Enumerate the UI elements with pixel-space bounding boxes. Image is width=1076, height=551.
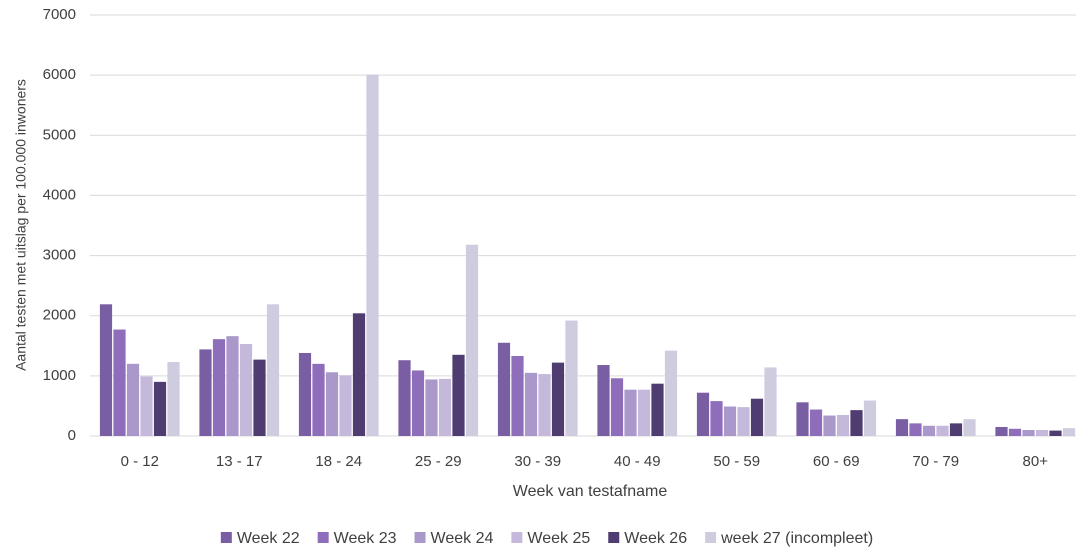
bar — [863, 400, 877, 436]
x-tick-label: 30 - 39 — [514, 453, 561, 470]
y-tick-label: 7000 — [43, 6, 76, 23]
legend-label: Week 25 — [527, 530, 590, 547]
bar — [452, 354, 465, 436]
bar — [909, 423, 922, 436]
bar — [850, 410, 863, 436]
bar — [113, 329, 126, 436]
y-tick-label: 3000 — [43, 247, 76, 264]
bar — [398, 360, 411, 436]
legend: Week 22 Week 23 Week 24 Week 25 Week 26 week … — [220, 530, 873, 547]
legend-swatch — [414, 532, 426, 543]
bar — [167, 362, 180, 436]
y-tick-label: 2000 — [43, 307, 76, 324]
bar — [199, 349, 212, 436]
y-tick-label: 1000 — [43, 367, 76, 384]
bar — [895, 419, 909, 436]
bar — [565, 320, 578, 436]
x-tick-label: 13 - 17 — [216, 453, 263, 470]
bar — [226, 336, 239, 436]
legend-label: Week 26 — [624, 530, 687, 547]
bar — [764, 367, 777, 436]
legend-label: week 27 (incompleet) — [720, 530, 873, 547]
bar — [1049, 430, 1062, 436]
bar — [497, 342, 511, 436]
bar — [664, 350, 678, 436]
bar — [212, 339, 226, 436]
bar — [538, 374, 551, 436]
bar — [651, 383, 664, 436]
bar — [153, 381, 167, 436]
bar — [836, 414, 850, 436]
bar — [809, 409, 823, 436]
legend-swatch — [317, 532, 329, 543]
bar — [524, 372, 538, 436]
legend-label: Week 24 — [431, 530, 494, 547]
bar — [352, 313, 366, 436]
bar — [1008, 428, 1022, 436]
bar — [298, 353, 312, 436]
x-tick-label: 50 - 59 — [713, 453, 760, 470]
legend-label: Week 22 — [237, 530, 300, 547]
x-tick-label: 80+ — [1023, 453, 1049, 470]
bar — [99, 304, 113, 436]
y-tick-label: 6000 — [43, 66, 76, 83]
bar — [624, 389, 637, 436]
x-tick-label: 25 - 29 — [415, 453, 462, 470]
bar — [1035, 429, 1049, 436]
bar — [963, 419, 976, 436]
bar — [936, 425, 949, 436]
y-axis-title: Aantal testen met uitslag per 100.000 in… — [13, 79, 29, 371]
bar — [253, 359, 266, 436]
bar — [126, 363, 140, 436]
legend-swatch — [608, 532, 620, 543]
bar — [823, 415, 836, 436]
bar — [266, 304, 280, 436]
bar — [597, 365, 610, 436]
bar — [239, 343, 253, 436]
bar — [425, 379, 438, 436]
bar — [723, 406, 737, 436]
bar — [465, 244, 479, 436]
bar — [1062, 428, 1076, 436]
y-tick-label: 4000 — [43, 186, 76, 203]
y-tick-label: 0 — [68, 427, 76, 444]
bar — [922, 425, 936, 436]
bar — [995, 426, 1008, 436]
bar — [551, 362, 565, 436]
bar — [737, 407, 750, 436]
bar — [1022, 429, 1035, 436]
bar — [312, 363, 325, 436]
x-tick-label: 70 - 79 — [912, 453, 959, 470]
bar — [796, 402, 809, 436]
bar — [140, 376, 153, 436]
legend-swatch — [511, 532, 523, 543]
legend-swatch — [705, 532, 717, 543]
bar — [710, 401, 723, 436]
bar — [511, 356, 524, 436]
bar — [411, 370, 425, 436]
x-tick-label: 60 - 69 — [813, 453, 860, 470]
x-tick-label: 40 - 49 — [614, 453, 661, 470]
legend-swatch — [220, 532, 232, 543]
x-axis-title: Week van testafname — [513, 483, 668, 500]
legend-label: Week 23 — [334, 530, 397, 547]
bar — [610, 378, 624, 436]
bar — [750, 398, 764, 436]
bar — [696, 392, 710, 436]
bar — [438, 378, 452, 436]
bar — [366, 74, 379, 436]
x-tick-label: 0 - 12 — [121, 453, 159, 470]
bar — [325, 372, 339, 436]
y-tick-label: 5000 — [43, 126, 76, 143]
bar — [339, 375, 352, 436]
x-tick-label: 18 - 24 — [315, 453, 362, 470]
bar — [637, 389, 651, 436]
bar — [949, 423, 963, 436]
